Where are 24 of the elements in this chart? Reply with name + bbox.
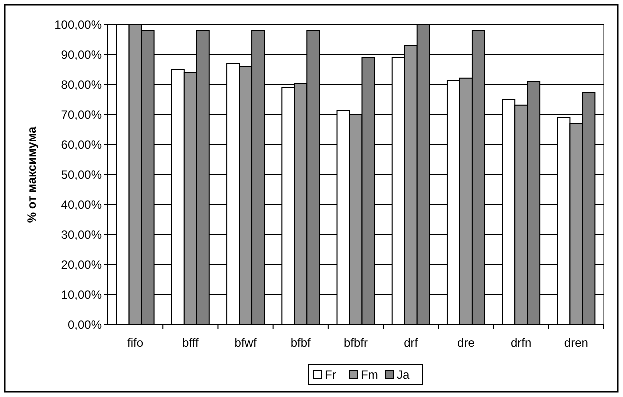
x-tick-label: bfwf: [234, 336, 258, 350]
y-tick-label: 40,00%: [61, 198, 102, 212]
y-tick-label: 80,00%: [61, 78, 102, 92]
x-tick-label: drf: [404, 336, 419, 350]
x-tick-label: dre: [458, 336, 476, 350]
y-tick-label: 70,00%: [61, 108, 102, 122]
legend-label: Fm: [361, 368, 378, 382]
y-tick-label: 20,00%: [61, 258, 102, 272]
y-tick-label: 30,00%: [61, 228, 102, 242]
y-tick-label: 60,00%: [61, 138, 102, 152]
x-tick-label: bfbf: [290, 336, 312, 350]
legend-label: Ja: [397, 368, 410, 382]
y-tick-label: 50,00%: [61, 168, 102, 182]
y-tick-label: 100,00%: [54, 18, 102, 32]
x-tick-label: drfn: [510, 336, 532, 350]
legend-label: Fr: [325, 368, 336, 382]
x-tick-label: dren: [564, 336, 588, 350]
x-tick-label: bfbfr: [344, 336, 368, 350]
y-tick-label: 90,00%: [61, 48, 102, 62]
y-tick-label: 10,00%: [61, 288, 102, 302]
y-tick-label: 0,00%: [68, 318, 102, 332]
y-axis-title: % от максимума: [25, 126, 39, 224]
x-tick-label: bfff: [182, 336, 200, 350]
x-tick-label: fifo: [128, 336, 144, 350]
